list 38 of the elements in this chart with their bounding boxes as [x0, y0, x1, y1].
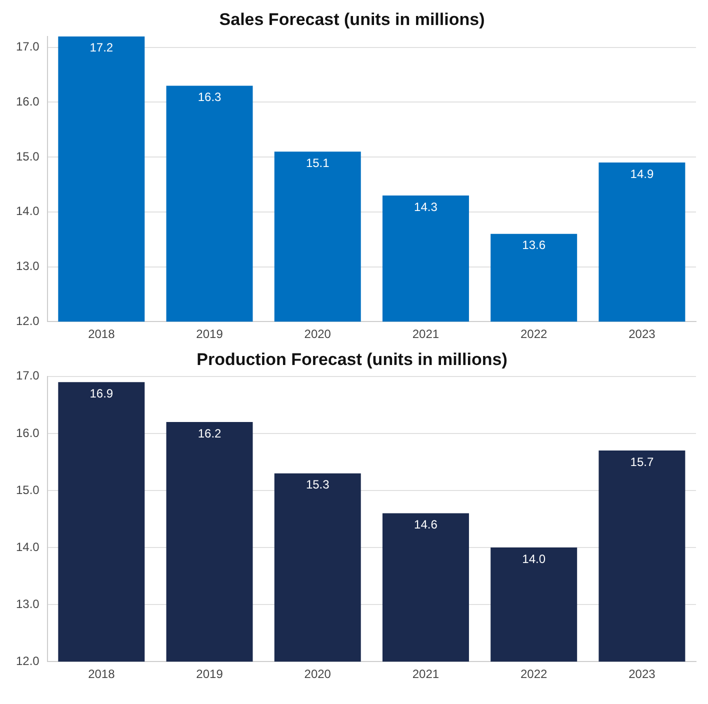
data-label: 14.6 — [414, 518, 438, 532]
x-tick-label: 2020 — [304, 327, 332, 342]
data-label: 14.3 — [414, 200, 438, 214]
x-tick-label: 2019 — [196, 667, 224, 682]
x-tick-label: 2023 — [628, 327, 656, 342]
x-tick-label: 2018 — [88, 667, 116, 682]
y-tick-label: 12.0 — [16, 314, 40, 328]
data-label: 16.9 — [90, 386, 114, 400]
chart-title: Production Forecast (units in millions) — [196, 350, 508, 369]
data-label: 14.9 — [630, 166, 654, 181]
y-tick-label: 13.0 — [16, 596, 40, 611]
x-tick-label: 2021 — [412, 327, 440, 342]
y-tick-label: 17.0 — [16, 40, 40, 54]
data-label: 15.3 — [306, 478, 330, 492]
x-tick-label: 2021 — [412, 667, 440, 682]
y-tick-label: 12.0 — [16, 654, 40, 668]
x-tick-label: 2018 — [88, 327, 116, 342]
data-label: 15.7 — [630, 454, 654, 469]
y-tick-label: 16.0 — [16, 426, 40, 440]
x-tick-label: 2022 — [520, 327, 548, 342]
y-tick-label: 14.0 — [16, 540, 40, 554]
data-label: 13.6 — [522, 238, 546, 252]
y-tick-label: 17.0 — [16, 368, 40, 383]
x-tick-label: 2019 — [196, 327, 224, 342]
data-label: 14.0 — [522, 552, 546, 566]
y-tick-label: 13.0 — [16, 259, 40, 274]
data-label: 16.3 — [198, 90, 222, 104]
y-tick-label: 15.0 — [16, 482, 40, 497]
y-tick-label: 14.0 — [16, 204, 40, 218]
data-label: 15.1 — [306, 156, 330, 170]
x-tick-label: 2022 — [520, 667, 548, 682]
y-tick-label: 15.0 — [16, 149, 40, 164]
data-label: 17.2 — [90, 40, 114, 55]
x-tick-label: 2023 — [628, 667, 656, 682]
data-label: 16.2 — [198, 426, 222, 440]
chart-title: Sales Forecast (units in millions) — [219, 10, 485, 29]
y-tick-label: 16.0 — [16, 94, 40, 109]
x-tick-label: 2020 — [304, 667, 332, 682]
